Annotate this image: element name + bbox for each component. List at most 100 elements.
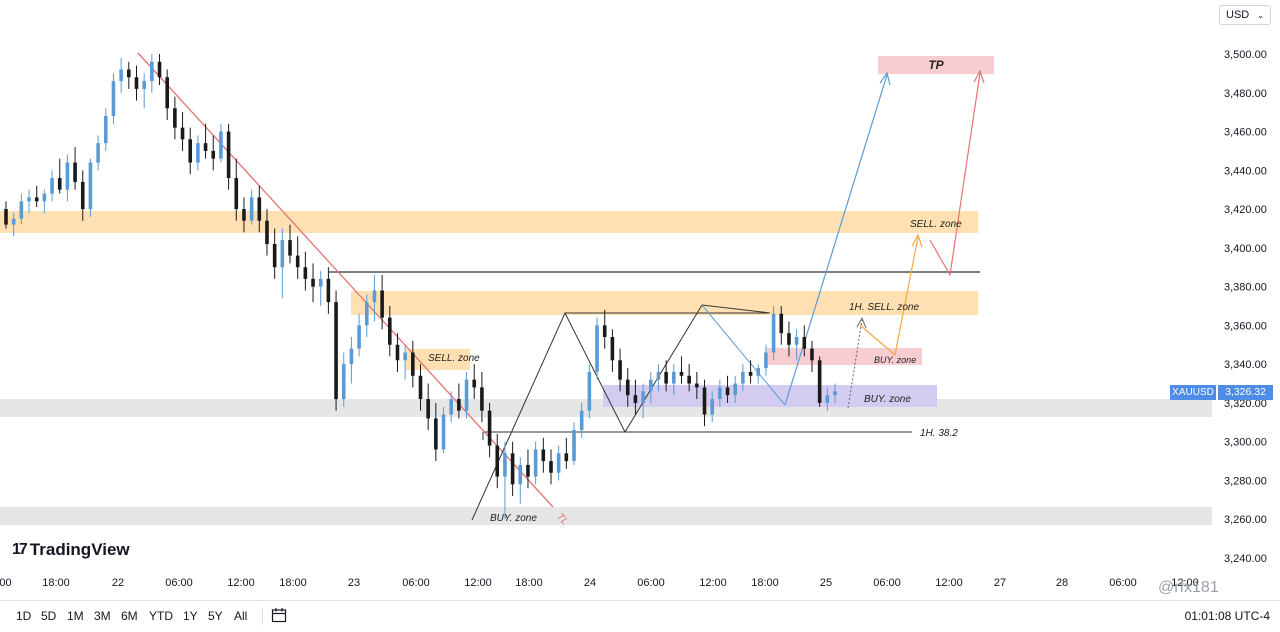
range-1y[interactable]: 1Y bbox=[183, 609, 198, 623]
zigzag-blue bbox=[701, 304, 786, 406]
candle bbox=[387, 306, 392, 357]
candle bbox=[725, 375, 730, 403]
range-ytd[interactable]: YTD bbox=[149, 609, 173, 623]
candle-body bbox=[80, 181, 85, 210]
candle bbox=[196, 135, 200, 171]
y-tick-label: 3,500.00 bbox=[1224, 49, 1267, 61]
x-tick-label: 25 bbox=[820, 577, 832, 589]
range-1d[interactable]: 1D bbox=[16, 609, 32, 623]
candle bbox=[4, 201, 8, 229]
range-6m[interactable]: 6M bbox=[121, 609, 138, 623]
x-tick-label: 06:00 bbox=[637, 577, 665, 589]
candle-body bbox=[733, 383, 738, 396]
candle bbox=[664, 360, 668, 392]
chevron-down-icon: ⌄ bbox=[1257, 10, 1264, 20]
x-tick-label: 18:00 bbox=[42, 577, 70, 589]
candle bbox=[541, 437, 546, 473]
y-axis-panel[interactable] bbox=[1213, 0, 1280, 600]
candle bbox=[96, 135, 100, 171]
x-tick-label: 06:00 bbox=[402, 577, 430, 589]
candle-body bbox=[19, 201, 24, 219]
candle-body bbox=[249, 197, 254, 221]
candle-body bbox=[641, 391, 645, 403]
candle bbox=[119, 57, 123, 93]
tradingview-logo[interactable]: 17 TradingView bbox=[12, 540, 130, 560]
candle bbox=[503, 441, 507, 520]
range-3m[interactable]: 3M bbox=[94, 609, 111, 623]
candle bbox=[34, 185, 39, 208]
price-chart[interactable]: TP SELL. zone 1H. SELL. zone BUY. zone B… bbox=[0, 0, 1280, 600]
candle bbox=[226, 123, 231, 190]
candle bbox=[533, 441, 538, 485]
candle bbox=[127, 61, 131, 89]
candle bbox=[833, 383, 837, 403]
candle bbox=[587, 364, 592, 419]
candle bbox=[702, 379, 707, 427]
candle-body bbox=[42, 193, 47, 202]
candle bbox=[802, 325, 807, 357]
candle-body bbox=[65, 162, 70, 190]
candle-body bbox=[311, 278, 315, 287]
candle-body bbox=[165, 77, 169, 109]
fib-label: 1H. 38.2 bbox=[920, 428, 958, 439]
candle bbox=[372, 274, 377, 322]
candle bbox=[787, 321, 791, 357]
candle-body bbox=[380, 290, 384, 318]
x-tick-label: 12:00 bbox=[1171, 577, 1199, 589]
candle-body bbox=[702, 387, 707, 415]
candle-body bbox=[103, 116, 108, 144]
candle-body bbox=[411, 352, 415, 376]
candle-body bbox=[303, 267, 308, 279]
candle-body bbox=[710, 399, 714, 415]
red-projection bbox=[929, 69, 985, 277]
candle bbox=[295, 236, 300, 279]
range-5y[interactable]: 5Y bbox=[208, 609, 223, 623]
candle-body bbox=[618, 360, 622, 380]
candle bbox=[364, 294, 369, 338]
candle-body bbox=[387, 317, 392, 345]
candle bbox=[441, 406, 446, 454]
candle bbox=[602, 309, 607, 349]
candle-body bbox=[265, 220, 269, 244]
candle bbox=[403, 344, 407, 380]
candle-body bbox=[725, 387, 730, 396]
range-all[interactable]: All bbox=[234, 609, 248, 623]
candle-body bbox=[825, 395, 830, 403]
utc-clock[interactable]: 01:01:08 UTC-4 bbox=[1184, 609, 1270, 623]
candle bbox=[303, 251, 308, 291]
y-tick-label: 3,420.00 bbox=[1224, 204, 1267, 216]
candle bbox=[42, 189, 47, 213]
candle-body bbox=[656, 371, 661, 380]
x-tick-label: 06:00 bbox=[1109, 577, 1137, 589]
candle bbox=[88, 158, 93, 217]
orange-zone-left-sell bbox=[406, 349, 470, 370]
candle-body bbox=[50, 178, 54, 194]
candle-body bbox=[472, 379, 477, 388]
x-tick-label: :00 bbox=[0, 577, 12, 589]
candle-body bbox=[625, 379, 630, 396]
x-tick-label: 22 bbox=[112, 577, 124, 589]
buy-zone-bottom-label: BUY. zone bbox=[490, 513, 537, 524]
candle bbox=[73, 147, 77, 190]
calendar-icon[interactable] bbox=[271, 607, 287, 623]
x-tick-label: 24 bbox=[584, 577, 596, 589]
candle bbox=[526, 449, 530, 489]
range-5d[interactable]: 5D bbox=[41, 609, 57, 623]
candle bbox=[756, 364, 761, 384]
candle-body bbox=[779, 313, 784, 334]
candle bbox=[556, 445, 561, 481]
candle bbox=[633, 379, 638, 415]
candle-body bbox=[756, 368, 761, 376]
currency-select[interactable]: USD ⌄ bbox=[1219, 5, 1271, 25]
candle-body bbox=[341, 364, 346, 400]
x-axis-ticks[interactable]: :00 18:00 22 06:00 12:00 18:00 23 06:00 12:00 18:… bbox=[0, 577, 1199, 589]
candle bbox=[779, 306, 784, 345]
candle bbox=[579, 402, 584, 438]
candle bbox=[57, 158, 62, 194]
range-1m[interactable]: 1M bbox=[67, 609, 84, 623]
candle bbox=[741, 364, 745, 392]
candle bbox=[188, 127, 193, 175]
candle bbox=[564, 437, 569, 469]
candle bbox=[234, 158, 239, 221]
candle bbox=[434, 402, 438, 462]
